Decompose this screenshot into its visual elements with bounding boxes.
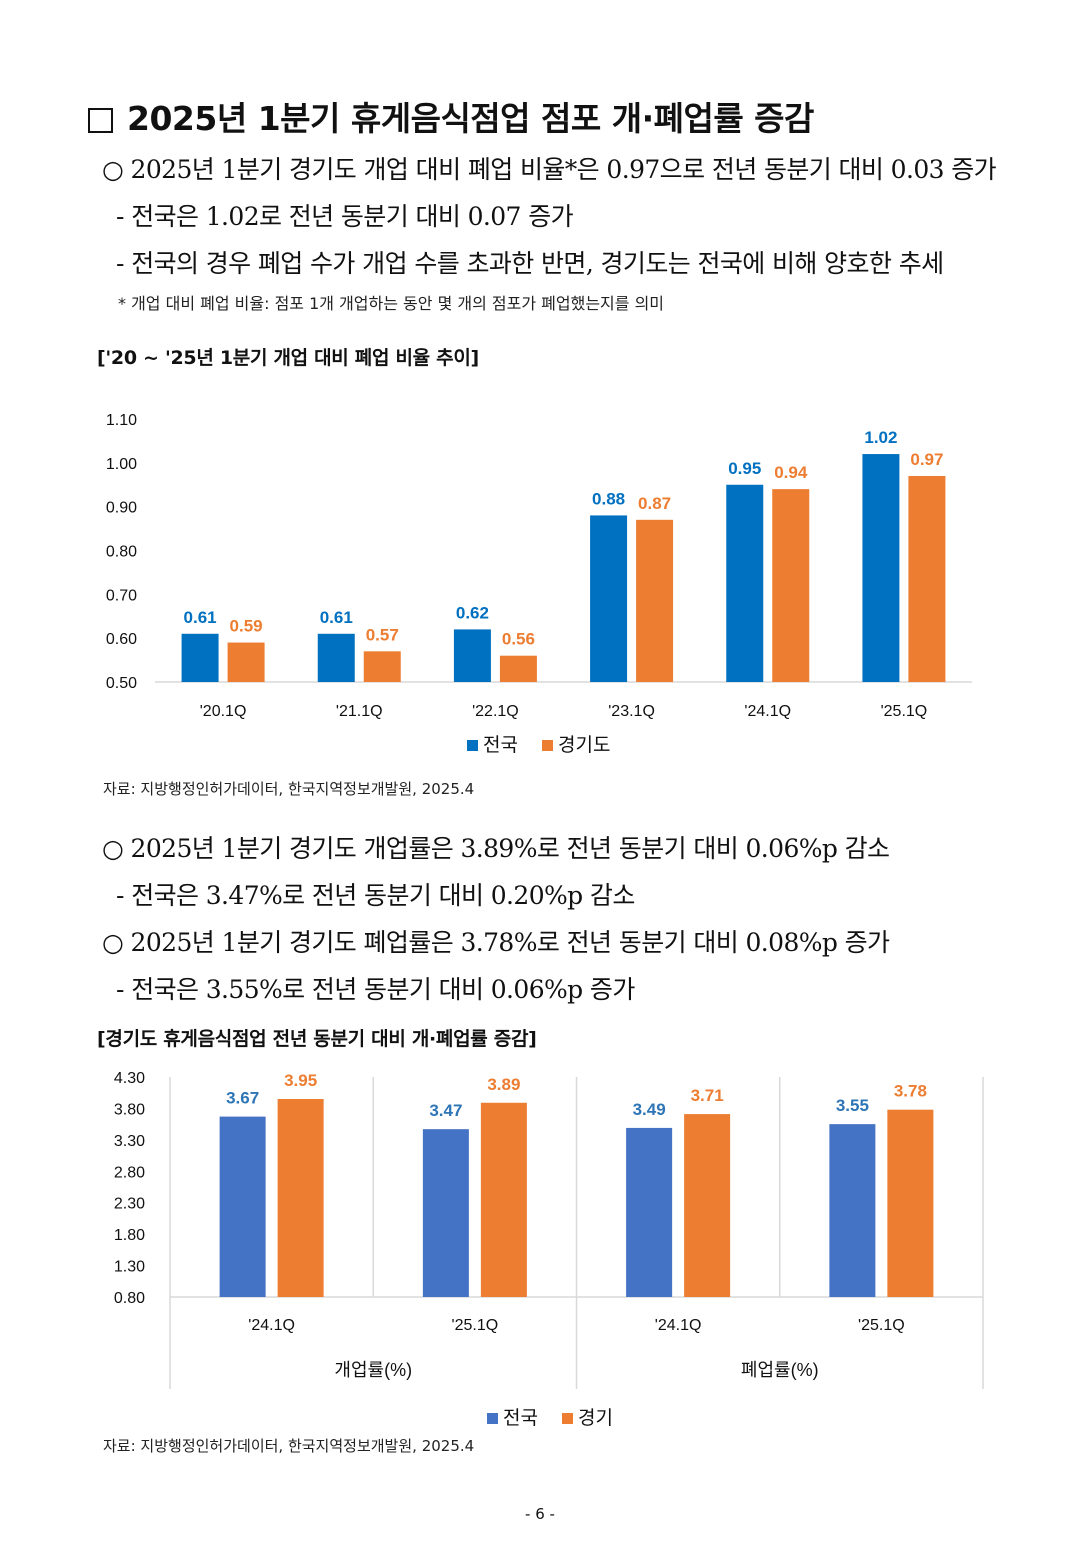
chart2-value-label-nation: 3.47 xyxy=(429,1101,462,1120)
chart2: 0.80 1.30 1.80 2.30 2.80 3.30 3.80 4.30 3.67 3.9… xyxy=(114,1070,984,1429)
chart1-value-label-gyeonggi: 0.56 xyxy=(502,630,535,649)
chart2-bar-nation xyxy=(626,1127,673,1297)
chart1-legend-swatch-gyeonggi xyxy=(542,740,553,751)
page-number: - 6 - xyxy=(525,1505,555,1523)
chart1-x-label: '24.1Q xyxy=(744,703,791,720)
chart1-x-label: '20.1Q xyxy=(200,703,247,720)
chart1-bar-nation xyxy=(726,484,764,682)
chart2-legend-swatch-nation xyxy=(487,1413,498,1424)
chart1-ytick-label: 1.10 xyxy=(106,412,137,429)
chart1-legend-swatch-nation xyxy=(467,740,478,751)
para1-bullet: ○ 2025년 1분기 경기도 개업 대비 폐업 비율*은 0.97으로 전년 … xyxy=(102,155,997,184)
chart1-value-label-gyeonggi: 0.87 xyxy=(638,494,671,513)
chart2-legend-label-gyeonggi: 경기 xyxy=(578,1407,613,1429)
chart2-bar-nation xyxy=(422,1129,469,1297)
para1-sub1: - 전국은 1.02로 전년 동분기 대비 0.07 증가 xyxy=(116,202,574,231)
chart2-bar-nation xyxy=(219,1116,266,1297)
chart1-ytick-label: 1.00 xyxy=(106,456,137,473)
para2-sub1: - 전국은 3.47%로 전년 동분기 대비 0.20%p 감소 xyxy=(116,881,635,910)
section-title-text: 2025년 1분기 휴게음식점업 점포 개·폐업률 증감 xyxy=(127,99,814,138)
chart1-title: ['20 ~ '25년 1분기 개업 대비 폐업 비율 추이] xyxy=(97,347,479,369)
chart1-value-label-gyeonggi: 0.94 xyxy=(774,463,808,482)
chart1-ytick-label: 0.50 xyxy=(106,675,137,692)
chart2-value-label-gyeonggi: 3.95 xyxy=(284,1071,317,1090)
chart1-value-label-nation: 1.02 xyxy=(864,428,897,447)
chart2-ytick-label: 0.80 xyxy=(114,1290,145,1307)
chart1-bar-nation xyxy=(453,629,491,682)
chart1-x-label: '25.1Q xyxy=(881,703,928,720)
checkbox-square-icon xyxy=(88,108,113,133)
chart1: 0.50 0.60 0.70 0.80 0.90 1.00 1.10 0.61 0.59 0.6… xyxy=(106,412,972,756)
chart1-x-label: '23.1Q xyxy=(608,703,655,720)
chart2-x-label: '24.1Q xyxy=(655,1317,702,1334)
chart1-value-label-gyeonggi: 0.59 xyxy=(230,617,263,636)
chart1-ytick-label: 0.80 xyxy=(106,544,137,561)
chart1-x-label: '22.1Q xyxy=(472,703,519,720)
chart2-value-label-gyeonggi: 3.78 xyxy=(894,1082,927,1101)
para2-sub2: - 전국은 3.55%로 전년 동분기 대비 0.06%p 증가 xyxy=(116,975,635,1004)
chart2-ytick-label: 1.80 xyxy=(114,1227,145,1244)
chart1-bar-gyeonggi xyxy=(636,519,674,682)
chart2-title: [경기도 휴게음식점업 전년 동분기 대비 개·폐업률 증감] xyxy=(97,1028,537,1050)
chart1-ytick-label: 0.60 xyxy=(106,631,137,648)
footnote: * 개업 대비 폐업 비율: 점포 1개 개업하는 동안 몇 개의 점포가 폐업… xyxy=(118,294,665,313)
chart2-value-label-gyeonggi: 3.89 xyxy=(487,1075,520,1094)
chart1-value-label-nation: 0.61 xyxy=(184,608,217,627)
chart2-value-label-nation: 3.49 xyxy=(633,1100,666,1119)
chart2-value-label-nation: 3.55 xyxy=(836,1096,869,1115)
chart2-group-label: 폐업률(%) xyxy=(741,1360,819,1380)
chart2-x-label: '25.1Q xyxy=(452,1317,499,1334)
chart1-ytick-label: 0.90 xyxy=(106,500,137,517)
chart2-ytick-label: 3.80 xyxy=(114,1101,145,1118)
chart2-ytick-label: 3.30 xyxy=(114,1133,145,1150)
para1-sub2: - 전국의 경우 폐업 수가 개업 수를 초과한 반면, 경기도는 전국에 비해… xyxy=(116,249,944,278)
chart1-value-label-nation: 0.88 xyxy=(592,489,625,508)
chart1-value-label-gyeonggi: 0.57 xyxy=(366,625,399,644)
chart2-bar-nation xyxy=(829,1124,876,1297)
source-2: 자료: 지방행정인허가데이터, 한국지역정보개발원, 2025.4 xyxy=(103,1437,475,1455)
chart1-legend-label-nation: 전국 xyxy=(483,734,518,756)
chart1-bar-nation xyxy=(317,633,355,682)
para2-bullet2: ○ 2025년 1분기 경기도 폐업률은 3.78%로 전년 동분기 대비 0.… xyxy=(102,928,890,957)
chart2-legend-label-nation: 전국 xyxy=(503,1407,538,1429)
chart2-x-label: '24.1Q xyxy=(248,1317,295,1334)
chart1-value-label-gyeonggi: 0.97 xyxy=(910,450,943,469)
chart1-value-label-nation: 0.95 xyxy=(728,459,761,478)
chart2-bar-gyeonggi xyxy=(480,1102,527,1297)
chart2-bar-gyeonggi xyxy=(887,1109,934,1297)
chart2-bar-gyeonggi xyxy=(684,1114,731,1297)
chart1-x-label: '21.1Q xyxy=(336,703,383,720)
chart2-legend-swatch-gyeonggi xyxy=(562,1413,573,1424)
chart2-group-label: 개업률(%) xyxy=(334,1360,412,1380)
chart2-ytick-label: 2.80 xyxy=(114,1164,145,1181)
chart2-ytick-label: 2.30 xyxy=(114,1196,145,1213)
chart2-x-label: '25.1Q xyxy=(858,1317,905,1334)
chart1-bar-nation xyxy=(862,454,900,682)
chart2-ytick-label: 4.30 xyxy=(114,1070,145,1087)
chart1-legend-label-gyeonggi: 경기도 xyxy=(558,734,610,756)
chart1-bar-gyeonggi xyxy=(227,642,265,682)
chart1-bar-gyeonggi xyxy=(499,655,537,682)
chart1-bar-gyeonggi xyxy=(772,489,810,682)
chart2-ytick-label: 1.30 xyxy=(114,1259,145,1276)
chart1-bar-gyeonggi xyxy=(908,475,946,682)
section-title: 2025년 1분기 휴게음식점업 점포 개·폐업률 증감 xyxy=(88,92,814,140)
source-1: 자료: 지방행정인허가데이터, 한국지역정보개발원, 2025.4 xyxy=(103,780,475,798)
chart1-bar-gyeonggi xyxy=(363,651,401,682)
para2-bullet1: ○ 2025년 1분기 경기도 개업률은 3.89%로 전년 동분기 대비 0.… xyxy=(102,834,890,863)
chart1-value-label-nation: 0.61 xyxy=(320,608,353,627)
chart1-bar-nation xyxy=(181,633,219,682)
chart2-value-label-gyeonggi: 3.71 xyxy=(691,1086,724,1105)
chart1-bar-nation xyxy=(590,515,628,682)
chart2-bar-gyeonggi xyxy=(277,1099,324,1297)
chart2-value-label-nation: 3.67 xyxy=(226,1089,259,1108)
chart1-value-label-nation: 0.62 xyxy=(456,603,489,622)
chart1-ytick-label: 0.70 xyxy=(106,587,137,604)
